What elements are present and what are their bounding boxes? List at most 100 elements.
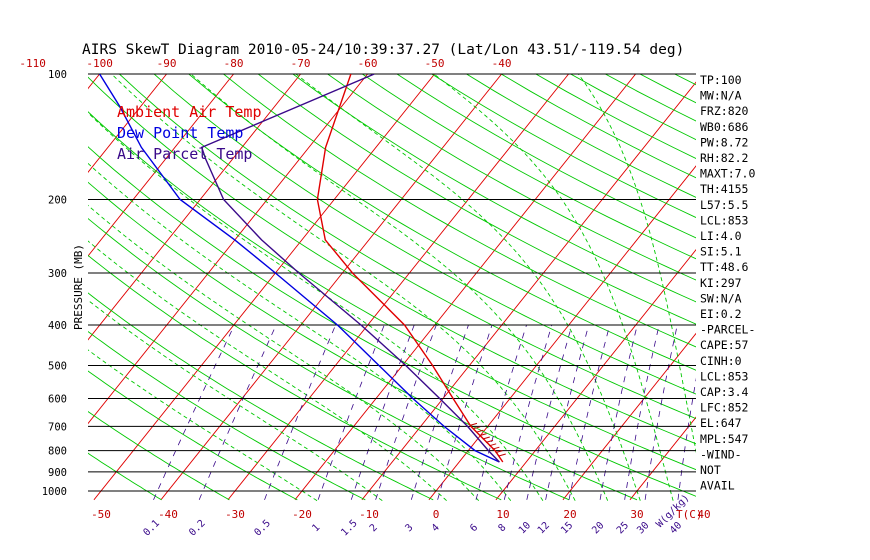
top-temp-tick-label: -100 <box>86 57 113 70</box>
mixing-ratio-tick-label: 2 <box>368 522 380 534</box>
mixing-ratio-line <box>198 324 277 500</box>
isotherm-line <box>160 74 503 501</box>
stability-index: NOT <box>700 463 721 477</box>
bottom-temp-tick-label: 30 <box>630 508 643 521</box>
dry-adiabat-lines <box>88 74 870 501</box>
dry-adiabat-line <box>327 74 696 281</box>
legend-entry: Air Parcel Temp <box>117 145 252 163</box>
sounding-series <box>99 74 504 463</box>
stability-index: MW:N/A <box>700 89 742 103</box>
stability-index: CINH:0 <box>700 354 742 368</box>
stability-index: KI:297 <box>700 276 742 290</box>
dry-adiabat-line <box>88 181 638 501</box>
isotherm-line <box>361 81 696 501</box>
mixing-ratio-tick-labels: 0.1 0.2 0.5 1 1.5 2 3 4 6 8 10 12 15 20 25 30 40 <box>141 518 684 539</box>
stability-index: CAPE:57 <box>700 338 749 352</box>
stability-index: MPL:547 <box>700 432 749 446</box>
mixing-ratio-line <box>317 324 385 500</box>
stability-index: TH:4155 <box>700 182 748 196</box>
stability-index: TP:100 <box>700 73 742 87</box>
pressure-tick-label: 700 <box>48 421 67 433</box>
dry-adiabat-line <box>466 74 696 198</box>
stability-index: LI:4.0 <box>700 229 742 243</box>
stability-index: -WIND- <box>700 447 742 461</box>
pressure-tick-label: 300 <box>48 268 67 280</box>
mixing-ratio-tick-label: 40 <box>668 520 684 536</box>
moist-adiabat-lines <box>88 74 696 502</box>
mixing-ratio-line <box>526 324 573 500</box>
isotherm-line <box>227 74 570 501</box>
dry-adiabat-line <box>814 74 870 500</box>
dry-adiabat-line <box>88 410 230 501</box>
top-temp-tick-label: -90 <box>157 57 177 70</box>
mixing-ratio-lines <box>153 324 696 500</box>
mixing-ratio-line <box>545 324 590 500</box>
chart-title: AIRS SkewT Diagram 2010-05-24/10:39:37.2… <box>82 42 684 58</box>
bottom-temp-tick-label: 0 <box>433 508 440 521</box>
mixing-ratio-line <box>599 325 638 500</box>
dry-adiabat-line <box>744 74 870 500</box>
moist-adiabat-line <box>88 112 544 501</box>
bottom-temp-tick-label: 10 <box>496 508 509 521</box>
bottom-temp-tick-label: -50 <box>91 508 111 521</box>
top-temp-tick-label: -110 <box>19 57 46 70</box>
pressure-tick-label: 100 <box>48 69 67 81</box>
stability-index: EI:0.2 <box>700 307 742 321</box>
pressure-tick-label: 800 <box>48 446 67 458</box>
dry-adiabat-line <box>88 292 434 501</box>
dry-adiabat-line <box>153 74 696 395</box>
mixing-ratio-tick-label: 0.1 <box>141 518 162 539</box>
mixing-ratio-tick-label: 6 <box>468 522 480 534</box>
dry-adiabat-line <box>88 111 696 471</box>
isotherm-line <box>294 74 637 501</box>
series-line-ambient-air-temp <box>316 74 504 463</box>
mixing-ratio-line <box>644 325 678 500</box>
dry-adiabat-line <box>88 146 696 497</box>
moist-adiabat-line <box>88 240 447 502</box>
mixing-ratio-tick-label: 12 <box>536 520 552 536</box>
mixing-ratio-tick-label: 20 <box>590 520 606 536</box>
dry-adiabat-line <box>362 74 696 260</box>
dry-adiabat-line <box>88 76 696 445</box>
pressure-tick-label: 400 <box>48 320 67 332</box>
bottom-temp-tick-label: 20 <box>563 508 576 521</box>
legend: Ambient Air Temp Dew Point Temp Air Parcel… <box>117 103 262 163</box>
mixing-ratio-tick-label: 4 <box>430 522 442 534</box>
dry-adiabat-line <box>292 74 696 303</box>
mixing-ratio-line <box>503 324 553 500</box>
isotherm-line <box>88 74 101 90</box>
stability-index: WB0:686 <box>700 120 749 134</box>
pressure-tick-label: 200 <box>48 195 67 207</box>
pressure-tick-label: 500 <box>48 360 67 372</box>
moist-adiabat-line <box>88 162 512 501</box>
isotherm-line <box>629 416 696 501</box>
pressure-tick-label: 1000 <box>42 486 67 498</box>
moist-adiabat-line <box>433 74 674 501</box>
isotherm-line <box>88 74 369 425</box>
mixing-ratio-line <box>624 325 660 500</box>
temp-unit-label: T(C) <box>676 508 703 521</box>
mixing-ratio-tick-label: 15 <box>559 520 575 536</box>
isobar-lines <box>88 73 696 492</box>
moist-adiabat-line <box>295 74 641 501</box>
wind-barb-mark <box>479 433 487 437</box>
stability-index: LCL:853 <box>700 213 749 227</box>
bottom-temp-tick-label: -30 <box>225 508 245 521</box>
mixing-ratio-line <box>475 324 527 500</box>
mixing-ratio-tick-label: 0.5 <box>252 518 273 539</box>
mixing-ratio-tick-label: 0.2 <box>187 518 208 539</box>
dry-adiabat-line <box>257 74 696 325</box>
mixing-ratio-tick-label: 8 <box>497 522 509 534</box>
mixing-ratio-line <box>437 324 493 500</box>
bottom-temp-tick-label: -40 <box>158 508 178 521</box>
dry-adiabat-line <box>500 74 696 179</box>
dry-adiabat-line <box>88 217 570 501</box>
mixing-ratio-tick-label: 3 <box>404 522 416 534</box>
pressure-tick-label: 600 <box>48 393 67 405</box>
bottom-temp-tick-label: 40 <box>697 508 710 521</box>
dry-adiabat-line <box>639 74 696 104</box>
dry-adiabat-line <box>88 452 162 501</box>
mixing-ratio-line <box>264 324 336 500</box>
stability-index: EL:647 <box>700 416 742 430</box>
